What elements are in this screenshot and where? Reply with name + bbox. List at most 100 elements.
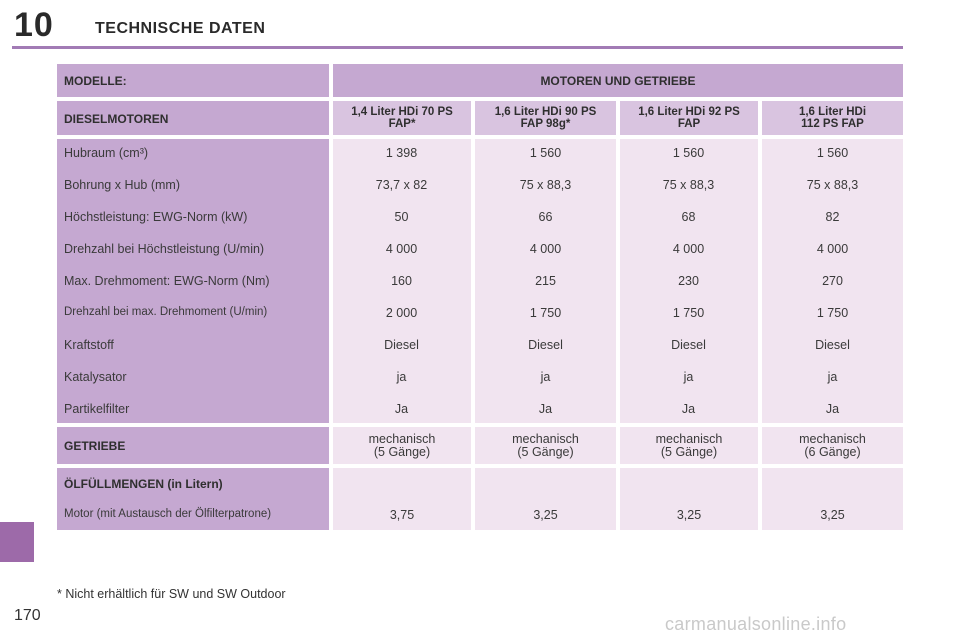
spec-value: 75 x 88,3: [662, 178, 715, 192]
getriebe-value-line2: (5 Gänge): [660, 445, 718, 459]
getriebe-value-line2: (5 Gänge): [517, 445, 574, 459]
spec-value: 4 000: [529, 242, 562, 256]
spec-value: 75 x 88,3: [806, 178, 859, 192]
header-divider: [12, 46, 903, 49]
spec-value: 215: [535, 274, 556, 288]
spec-value: 4 000: [816, 242, 849, 256]
spec-value: 1 750: [529, 306, 562, 320]
oel-value: 3,25: [820, 508, 845, 522]
spec-value: Ja: [394, 402, 409, 416]
spec-value: 160: [391, 274, 412, 288]
engine-col-line1: 1,6 Liter HDi: [798, 106, 867, 118]
spec-value: ja: [827, 370, 838, 384]
oel-value-cell: 3,75: [333, 468, 471, 530]
spec-value: 1 560: [816, 146, 849, 160]
spec-label: Hubraum (cm³): [64, 146, 149, 160]
spec-value: 1 750: [672, 306, 705, 320]
oel-value-cell: 3,25: [475, 468, 616, 530]
engine-col-header: 1,6 Liter HDi 90 PS FAP 98g*: [475, 101, 616, 135]
engine-col-header: 1,6 Liter HDi 112 PS FAP: [762, 101, 903, 135]
getriebe-value-line1: mechanisch: [368, 432, 436, 446]
oel-value-cell: 3,25: [762, 468, 903, 530]
modelle-label: MODELLE:: [64, 74, 127, 88]
getriebe-value-cell: mechanisch (5 Gänge): [333, 427, 471, 464]
spec-value: ja: [540, 370, 551, 384]
specs-value-column: [333, 139, 471, 423]
spec-value: 1 398: [385, 146, 418, 160]
motoren-header-cell: MOTOREN UND GETRIEBE: [333, 64, 903, 97]
spec-value: 4 000: [385, 242, 418, 256]
spec-label: Partikelfilter: [64, 402, 130, 416]
spec-value: 73,7 x 82: [375, 178, 428, 192]
spec-value: 2 000: [385, 306, 418, 320]
getriebe-label: GETRIEBE: [64, 439, 126, 453]
getriebe-value-line1: mechanisch: [655, 432, 723, 446]
spec-label: Kraftstoff: [64, 338, 114, 352]
getriebe-value-line2: (6 Gänge): [804, 445, 861, 459]
specs-value-column: [762, 139, 903, 423]
diesel-label: DIESELMOTOREN: [64, 112, 169, 126]
spec-value: 68: [681, 210, 696, 224]
specs-label-column: [57, 139, 329, 423]
spec-label: Drehzahl bei Höchstleistung (U/min): [64, 242, 265, 256]
spec-value: ja: [683, 370, 694, 384]
spec-value: 82: [825, 210, 840, 224]
specs-value-column: [620, 139, 758, 423]
oel-label-cell: ÖLFÜLLMENGEN (in Litern) Motor (mit Aust…: [57, 468, 329, 530]
getriebe-value-line1: mechanisch: [799, 432, 866, 446]
specs-value-column: [475, 139, 616, 423]
oel-value: 3,25: [676, 508, 702, 522]
getriebe-value-cell: mechanisch (5 Gänge): [475, 427, 616, 464]
spec-label: Drehzahl bei max. Drehmoment (U/min): [64, 306, 268, 318]
getriebe-value-line2: (5 Gänge): [373, 445, 431, 459]
engine-col-line1: 1,4 Liter HDi 70 PS: [351, 106, 453, 118]
spec-value: 66: [538, 210, 553, 224]
footnote: * Nicht erhältlich für SW und SW Outdoor: [57, 587, 286, 601]
spec-value: Ja: [538, 402, 553, 416]
engine-col-line1: 1,6 Liter HDi 90 PS: [494, 106, 597, 118]
getriebe-label-cell: GETRIEBE: [57, 427, 329, 464]
oel-value: 3,75: [389, 508, 415, 522]
chapter-side-tab: [0, 522, 34, 562]
spec-value: 4 000: [672, 242, 705, 256]
engine-col-line2: FAP*: [388, 118, 416, 130]
spec-value: ja: [396, 370, 407, 384]
getriebe-value-cell: mechanisch (5 Gänge): [620, 427, 758, 464]
spec-value: 1 560: [672, 146, 705, 160]
spec-value: Ja: [681, 402, 696, 416]
spec-value: Diesel: [815, 338, 850, 352]
getriebe-value-line1: mechanisch: [512, 432, 579, 446]
spec-value: 1 750: [816, 306, 849, 320]
getriebe-value-cell: mechanisch (6 Gänge): [762, 427, 903, 464]
oel-value: 3,25: [533, 508, 558, 522]
page-number: 170: [14, 607, 41, 624]
diesel-label-cell: DIESELMOTOREN: [57, 101, 329, 135]
engine-col-header: 1,6 Liter HDi 92 PS FAP: [620, 101, 758, 135]
engine-col-line2: 112 PS FAP: [801, 118, 864, 130]
watermark: carmanualsonline.info: [665, 614, 847, 634]
spec-value: Diesel: [671, 338, 706, 352]
spec-label: Höchstleistung: EWG-Norm (kW): [64, 210, 248, 224]
spec-value: Diesel: [384, 338, 419, 352]
engine-col-line2: FAP: [677, 118, 701, 130]
engine-col-line1: 1,6 Liter HDi 92 PS: [638, 106, 740, 118]
spec-label: Katalysator: [64, 370, 127, 384]
oel-sublabel: Motor (mit Austausch der Ölfilterpatrone…: [64, 508, 272, 520]
oel-value-cell: 3,25: [620, 468, 758, 530]
engine-col-header: 1,4 Liter HDi 70 PS FAP*: [333, 101, 471, 135]
chapter-number: 10: [14, 6, 54, 44]
spec-value: 1 560: [529, 146, 562, 160]
engine-col-line2: FAP 98g*: [520, 118, 571, 130]
modelle-header-cell: MODELLE:: [57, 64, 329, 97]
spec-label: Bohrung x Hub (mm): [64, 178, 181, 192]
spec-label: Max. Drehmoment: EWG-Norm (Nm): [64, 274, 270, 288]
spec-value: 75 x 88,3: [519, 178, 572, 192]
spec-value: 50: [394, 210, 409, 224]
spec-value: 270: [822, 274, 843, 288]
motoren-label: MOTOREN UND GETRIEBE: [540, 74, 696, 88]
spec-value: 230: [678, 274, 699, 288]
oel-label: ÖLFÜLLMENGEN (in Litern): [64, 477, 223, 491]
spec-value: Ja: [825, 402, 840, 416]
chapter-title: TECHNISCHE DATEN: [95, 20, 266, 37]
spec-value: Diesel: [528, 338, 563, 352]
